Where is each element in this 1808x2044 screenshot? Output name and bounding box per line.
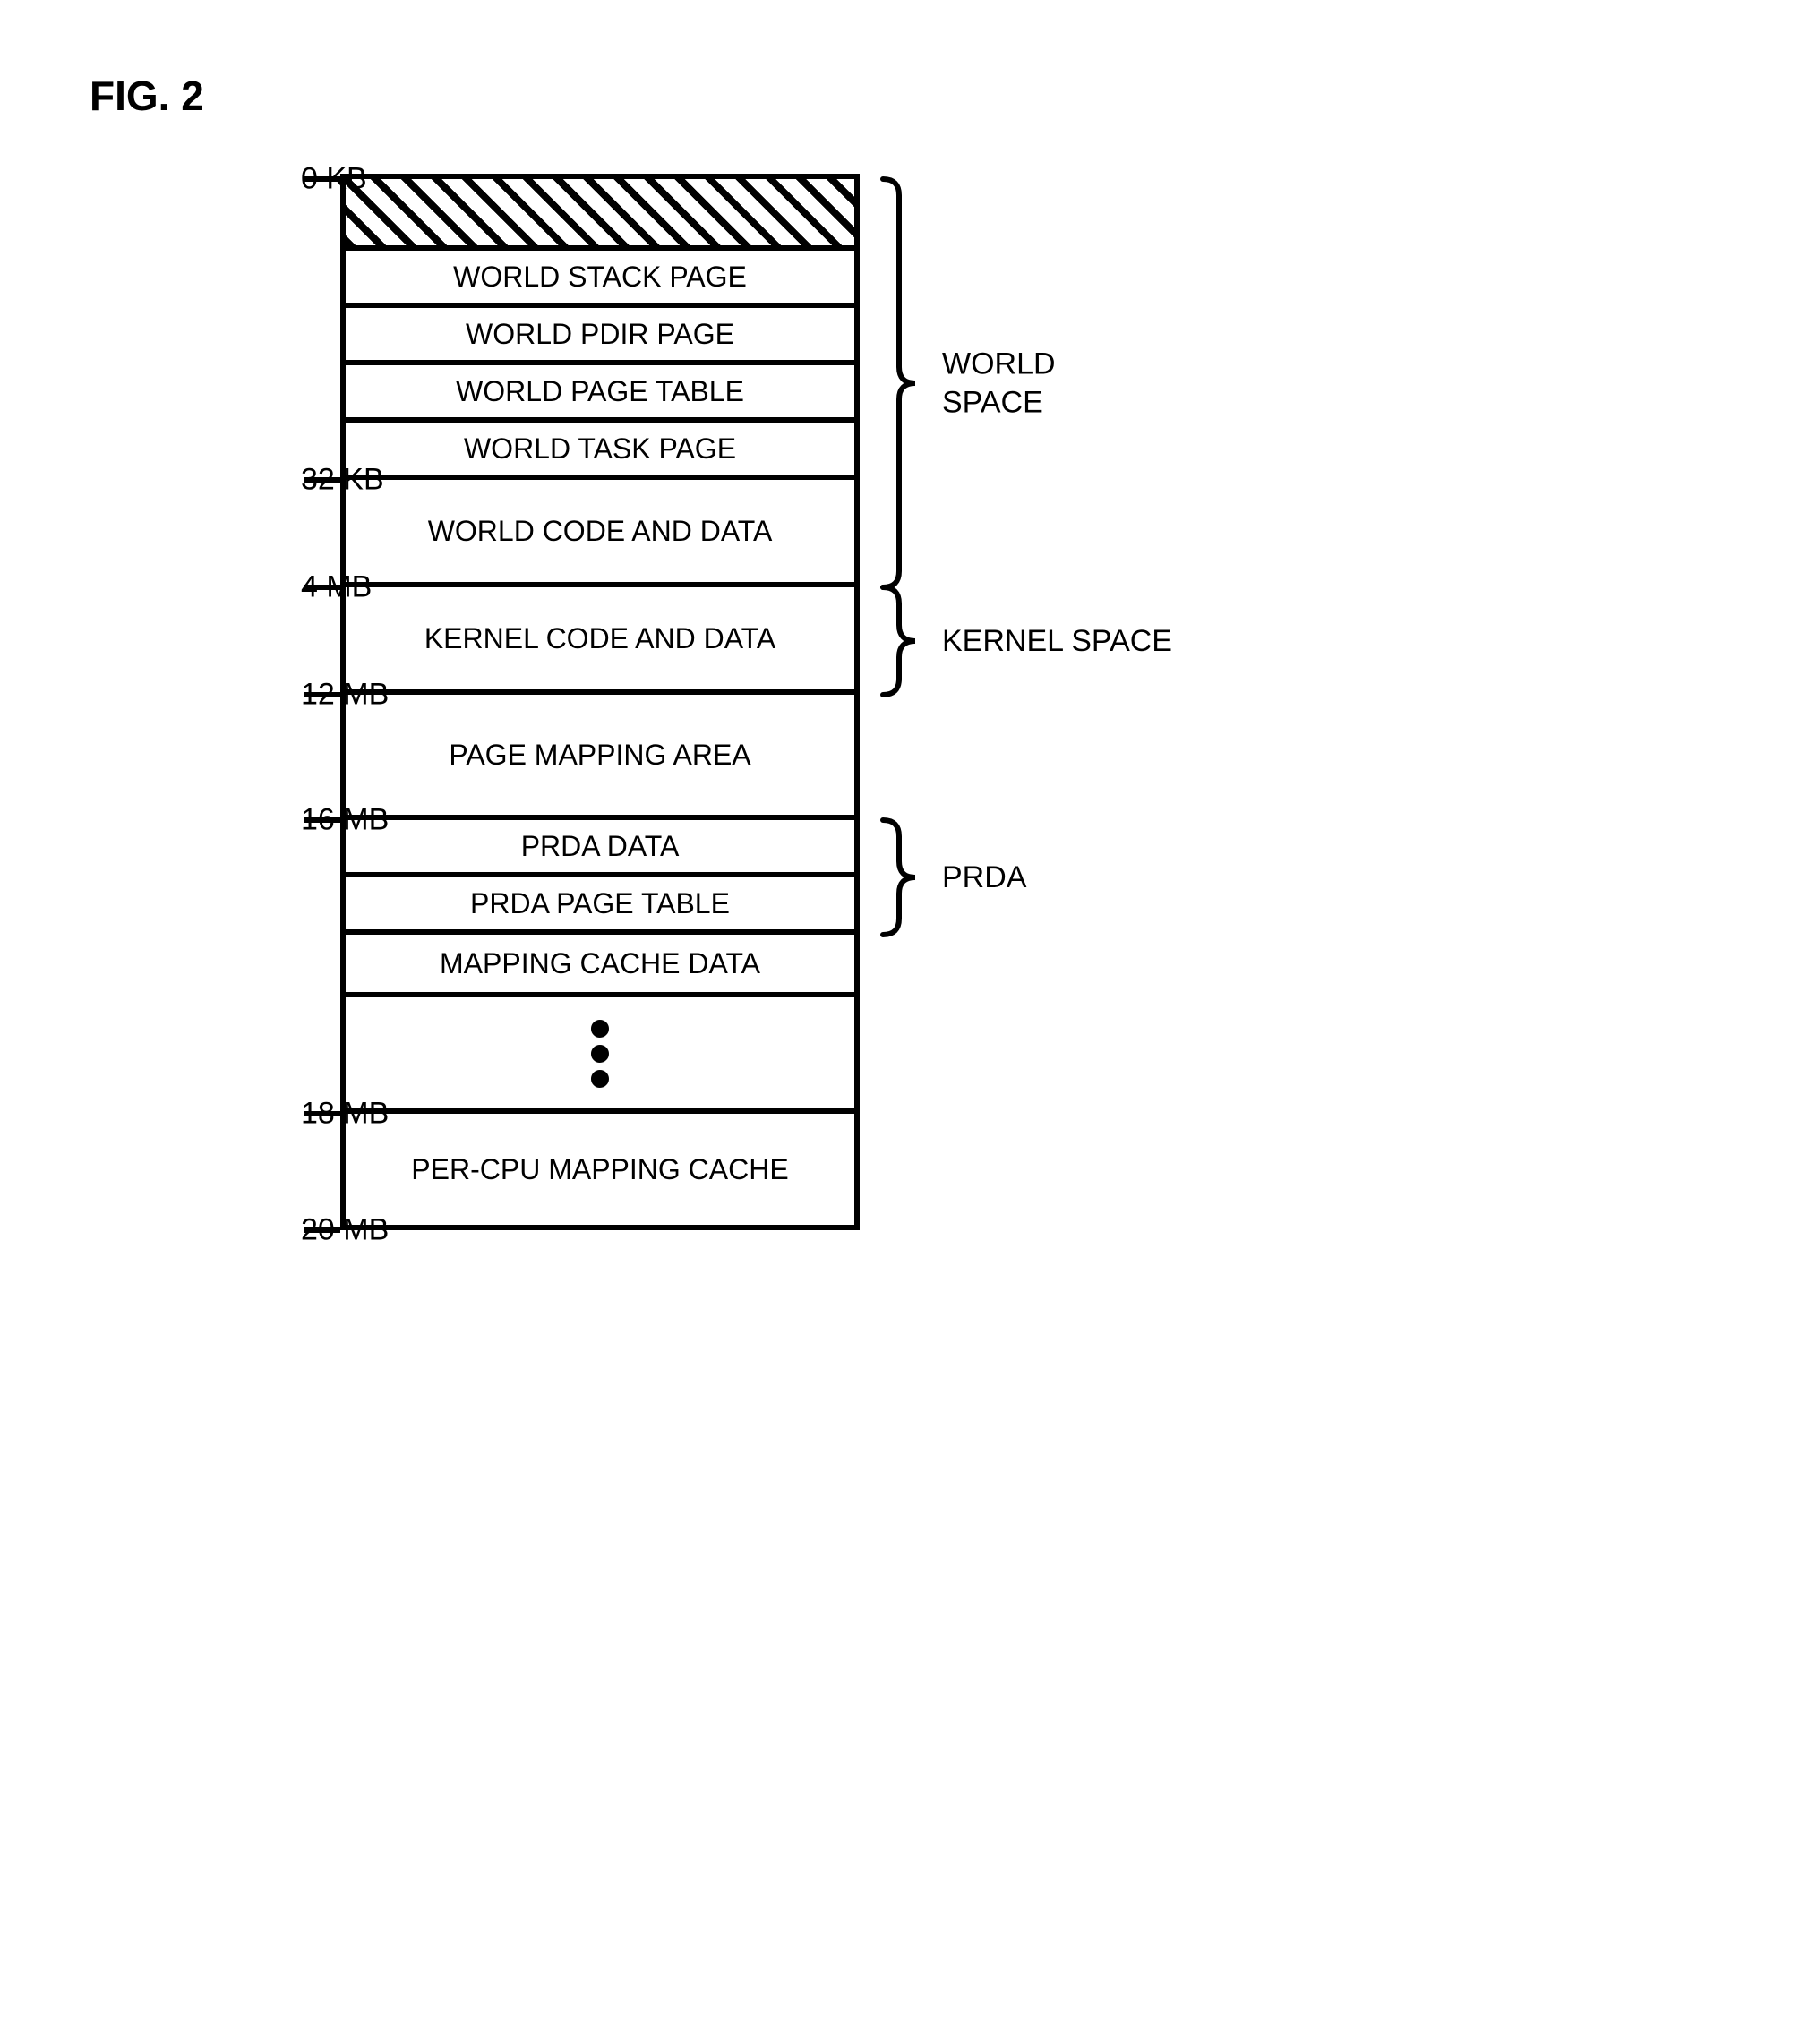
row-label: PER-CPU MAPPING CACHE: [411, 1153, 788, 1186]
memory-row-r10: MAPPING CACHE DATA: [346, 935, 854, 997]
ellipsis-icon: •••: [589, 1015, 612, 1090]
memory-row-r8: PRDA DATA: [346, 820, 854, 877]
brace-icon: [883, 179, 933, 587]
brace-icon: [883, 820, 933, 935]
row-label: PRDA DATA: [521, 830, 680, 863]
row-label: PAGE MAPPING AREA: [449, 739, 750, 772]
region-label-kernel: KERNEL SPACE: [942, 622, 1172, 661]
row-label: WORLD PDIR PAGE: [466, 318, 734, 351]
memory-row-r6: KERNEL CODE AND DATA: [346, 587, 854, 695]
memory-row-r2: WORLD PDIR PAGE: [346, 308, 854, 365]
memory-table: WORLD STACK PAGE WORLD PDIR PAGE WORLD PAG…: [340, 174, 860, 1230]
row-label: WORLD TASK PAGE: [464, 432, 736, 466]
row-label: MAPPING CACHE DATA: [440, 947, 760, 980]
row-label: WORLD STACK PAGE: [453, 261, 747, 294]
figure-title: FIG. 2: [90, 72, 1754, 120]
memory-diagram: WORLD STACK PAGE WORLD PDIR PAGE WORLD PAG…: [233, 174, 1307, 1261]
row-label: WORLD PAGE TABLE: [456, 375, 744, 408]
memory-row-r0: [346, 179, 854, 251]
memory-row-r4: WORLD TASK PAGE: [346, 423, 854, 480]
memory-row-r9: PRDA PAGE TABLE: [346, 877, 854, 935]
region-label-world: WORLDSPACE: [942, 346, 1056, 422]
memory-row-r7: PAGE MAPPING AREA: [346, 695, 854, 820]
row-label: KERNEL CODE AND DATA: [424, 622, 775, 655]
brace-icon: [883, 587, 933, 695]
memory-row-r5: WORLD CODE AND DATA: [346, 480, 854, 587]
memory-row-r12: PER-CPU MAPPING CACHE: [346, 1114, 854, 1230]
memory-row-r1: WORLD STACK PAGE: [346, 251, 854, 308]
memory-row-r11: •••: [346, 997, 854, 1114]
row-label: PRDA PAGE TABLE: [470, 887, 730, 920]
memory-row-r3: WORLD PAGE TABLE: [346, 365, 854, 423]
row-label: WORLD CODE AND DATA: [428, 515, 773, 548]
region-label-prda: PRDA: [942, 859, 1026, 897]
